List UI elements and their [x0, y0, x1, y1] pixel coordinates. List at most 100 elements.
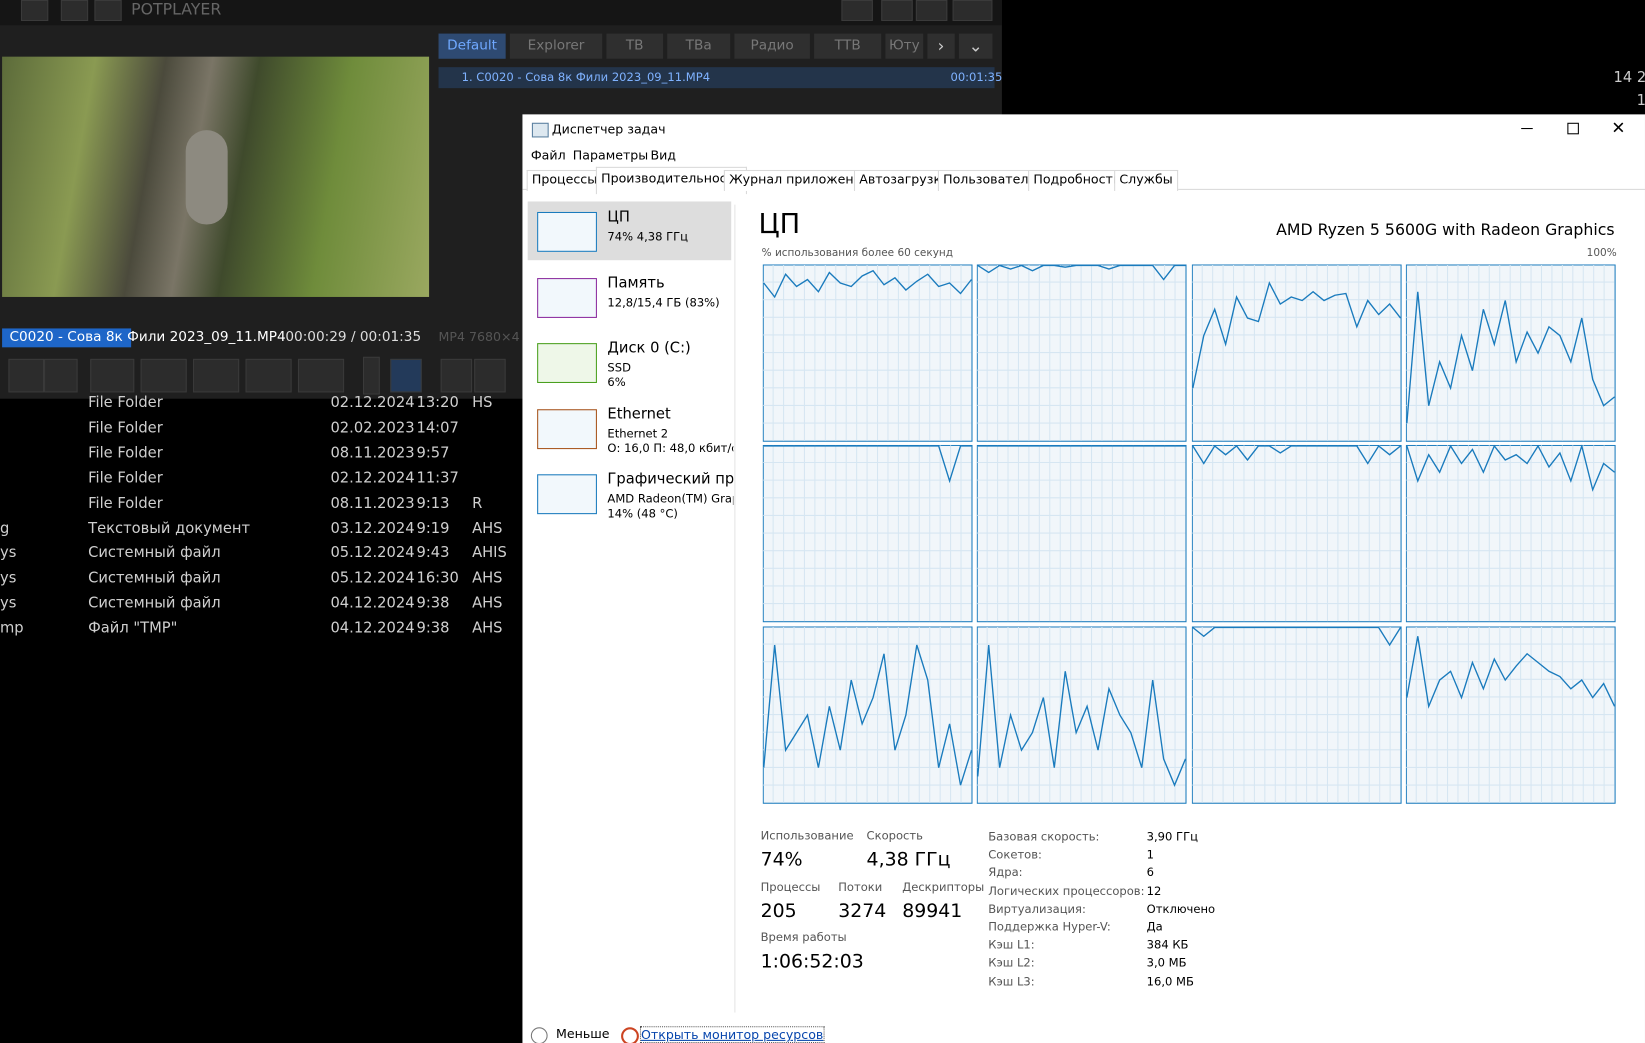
tm-maximize[interactable] [1567, 122, 1579, 135]
player-tab[interactable]: Default [438, 33, 506, 59]
detail-value: 3,90 ГГц [1146, 829, 1198, 844]
player-tab[interactable]: ТВа [667, 33, 731, 59]
tab-menu[interactable]: ⌄ [958, 33, 993, 59]
file-name: g [0, 519, 10, 537]
playlist-row[interactable] [438, 67, 995, 89]
sidebar-line: 14% (48 °C) [607, 506, 678, 521]
tm-tab[interactable]: Журнал приложений [723, 169, 876, 191]
core-graph [1405, 264, 1616, 442]
tm-tab[interactable]: Процессы [526, 169, 603, 191]
detail-value: 12 [1146, 884, 1162, 898]
player-tab[interactable]: Explorer [509, 33, 603, 59]
logo-button[interactable] [20, 0, 49, 21]
tm-tab[interactable]: Службы [1114, 169, 1178, 191]
prev-button[interactable] [140, 358, 187, 393]
detail-value: Отключено [1146, 902, 1216, 916]
down-button[interactable] [474, 358, 506, 393]
player-tab[interactable]: Радио [734, 33, 810, 59]
fullscreen-button[interactable] [841, 0, 873, 21]
control-bar [0, 353, 521, 399]
playlist-button[interactable] [390, 358, 422, 393]
tm-tab[interactable]: Пользователи [937, 169, 1042, 191]
file-date: 04.12.2024 [330, 595, 415, 612]
owl [185, 130, 228, 225]
file-time: 13:20 [416, 394, 459, 412]
monitor-icon [621, 1027, 639, 1043]
tm-close[interactable]: ✕ [1611, 117, 1626, 138]
menu-item[interactable]: Параметры [572, 147, 649, 163]
sidebar-title[interactable]: Ethernet [607, 405, 671, 423]
stat-value: 74% [760, 848, 803, 871]
core-usage-line [1192, 444, 1401, 465]
close-button[interactable] [952, 0, 993, 21]
file-type: File Folder [88, 494, 163, 512]
edge-text: 14 2 [1613, 69, 1645, 87]
less-icon[interactable] [530, 1027, 548, 1043]
up-button[interactable] [440, 358, 473, 393]
volume-button[interactable] [44, 358, 78, 393]
core-graph [1191, 264, 1402, 442]
stat-value: 4,38 ГГц [866, 848, 951, 871]
sidebar-line: Ethernet 2 [607, 426, 669, 441]
core-graph [762, 626, 973, 804]
detail-key: Кэш L3: [988, 974, 1035, 989]
video-frame [2, 56, 430, 297]
tm-minimize[interactable] [1521, 128, 1533, 130]
core-graph [762, 264, 973, 442]
status-time: 00:00:29 / 00:01:35 [285, 329, 422, 346]
stat-value: 1:06:52:03 [760, 950, 864, 973]
pause-button[interactable] [193, 358, 240, 393]
tm-tab[interactable]: Производительность [595, 166, 747, 195]
tm-icon [531, 122, 549, 138]
tm-tab[interactable]: Подробности [1028, 169, 1127, 191]
player-tab[interactable]: ТВ [606, 33, 664, 59]
detail-key: Кэш L2: [988, 956, 1035, 970]
next-button[interactable] [245, 358, 292, 393]
core-graph [976, 264, 1187, 442]
file-attr: AHS [472, 620, 503, 638]
eject-button[interactable] [297, 358, 345, 393]
status-highlight [2, 328, 132, 348]
sidebar-title[interactable]: ЦП [607, 208, 630, 226]
core-graph [1405, 444, 1616, 623]
volume-slider[interactable] [362, 356, 380, 395]
maximize-button[interactable] [915, 0, 948, 21]
file-attr: AHS [472, 570, 503, 587]
playlist-item-duration: 00:01:35 [950, 70, 1003, 84]
bookmark-button[interactable] [94, 0, 122, 21]
subtitle-button[interactable] [8, 358, 45, 393]
menu-item[interactable]: Файл [530, 147, 566, 163]
core-usage-line [977, 264, 1186, 281]
tm-tab[interactable]: Автозагрузка [853, 169, 955, 191]
file-type: File Folder [88, 444, 163, 462]
monitor-link[interactable]: Открыть монитор ресурсов [639, 1026, 825, 1043]
sidebar-title[interactable]: Графический про [607, 471, 734, 488]
detail-value: 1 [1146, 848, 1155, 862]
core-graph [976, 444, 1187, 623]
tab-next[interactable]: › [927, 33, 955, 59]
sidebar-graph [537, 474, 597, 515]
sidebar-title[interactable]: Память [607, 274, 665, 292]
detail-value: 3,0 МБ [1146, 956, 1187, 970]
less-link[interactable]: Меньше [556, 1026, 610, 1041]
core-usage-line [763, 644, 973, 786]
file-type: File Folder [88, 419, 163, 437]
player-tab[interactable]: ТТВ [814, 33, 882, 59]
minimize-button[interactable] [881, 0, 913, 21]
core-usage-line [1192, 626, 1402, 647]
detail-value: 6 [1146, 866, 1155, 880]
detail-value: Да [1146, 920, 1163, 934]
sidebar-line: 6% [607, 375, 626, 390]
tm-title: Диспетчер задач [551, 121, 666, 137]
sidebar-line: 74% 4,38 ГГц [607, 229, 689, 244]
file-time: 16:30 [416, 570, 459, 587]
graph-max: 100% [1586, 247, 1617, 260]
stat-value: 89941 [902, 900, 963, 923]
stop-button[interactable] [90, 358, 135, 393]
file-attr: HS [472, 394, 493, 412]
core-usage-line [977, 644, 1187, 787]
player-tab[interactable]: Юту [885, 33, 924, 59]
menu-item[interactable]: Вид [650, 147, 676, 163]
menu-button[interactable] [60, 0, 89, 21]
sidebar-title[interactable]: Диск 0 (C:) [607, 339, 691, 357]
